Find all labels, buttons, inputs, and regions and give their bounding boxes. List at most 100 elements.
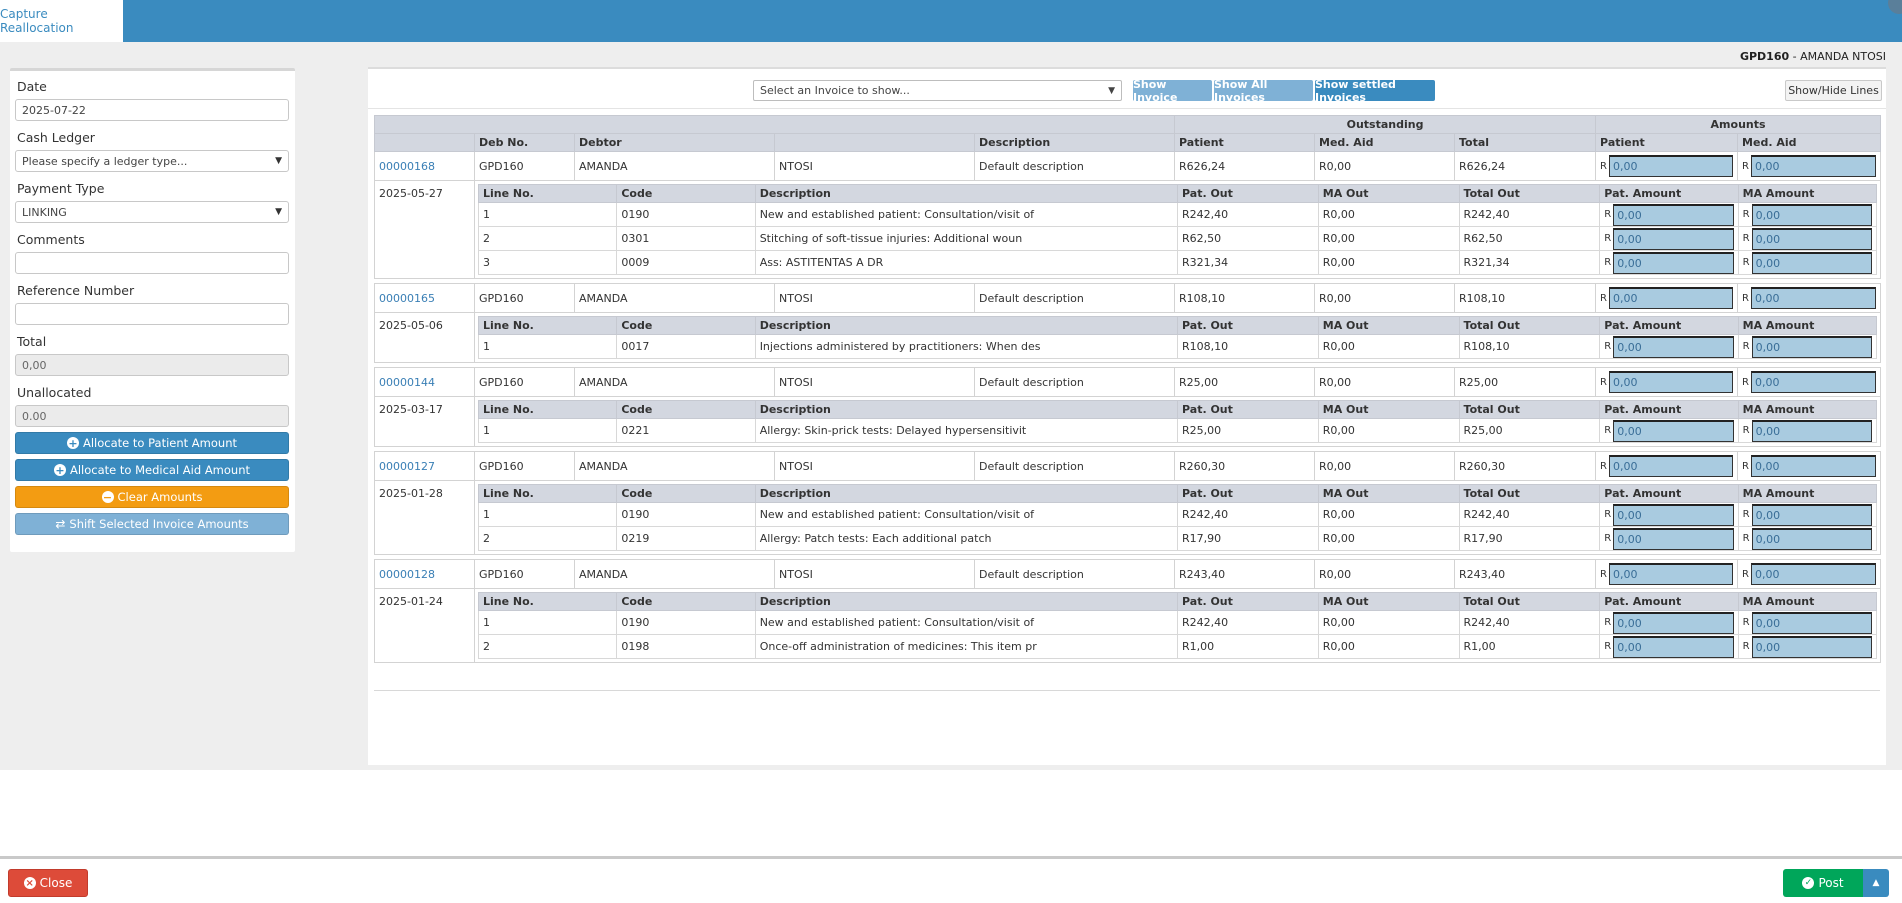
- line-total-out: R62,50: [1458, 226, 1601, 251]
- line-pat-amount-input[interactable]: 0,00: [1613, 251, 1734, 274]
- med-aid-amount-input[interactable]: 0,00: [1751, 455, 1877, 477]
- line-pat-amount-input[interactable]: 0,00: [1613, 611, 1734, 634]
- clear-amounts-button[interactable]: − Clear Amounts: [15, 486, 289, 508]
- check-circle-icon: ✓: [1802, 877, 1815, 889]
- allocate-medical-aid-button[interactable]: + Allocate to Medical Aid Amount: [15, 459, 289, 481]
- post-button[interactable]: ✓ Post: [1783, 869, 1863, 897]
- patient-amount-input[interactable]: 0,00: [1609, 563, 1734, 585]
- patient-amount-input[interactable]: 0,00: [1609, 155, 1734, 177]
- payment-type-select[interactable]: LINKING ▼: [15, 201, 289, 223]
- group-header-blank: [373, 115, 1176, 134]
- line-ma-amount-input-wrap: R 0,00: [1743, 203, 1873, 226]
- line-code: 0219: [616, 526, 756, 551]
- line-description: Ass: ASTITENTAS A DR: [754, 250, 1179, 275]
- lines-header-pat-out: Pat. Out: [1177, 592, 1319, 611]
- show-invoice-button[interactable]: Show Invoice: [1133, 78, 1212, 104]
- patient-amount-cell: R 0,00: [1595, 367, 1739, 397]
- invoice-line-row: 2 0198 Once-off administration of medicine…: [477, 634, 1878, 659]
- line-ma-amount-input[interactable]: 0,00: [1751, 203, 1873, 226]
- line-ma-amount-input[interactable]: 0,00: [1751, 611, 1873, 634]
- invoice-number-link[interactable]: 00000165: [374, 283, 475, 313]
- show-settled-invoices-button[interactable]: Show settled Invoices: [1315, 78, 1435, 104]
- invoice-spacer: [374, 362, 1881, 368]
- med-aid-amount-input[interactable]: 0,00: [1751, 563, 1877, 585]
- invoice-number-link[interactable]: 00000127: [374, 451, 475, 481]
- line-pat-amount-input[interactable]: 0,00: [1613, 203, 1734, 226]
- tab-capture-reallocation[interactable]: Capture Reallocation: [0, 0, 123, 42]
- patient-amount-input[interactable]: 0,00: [1609, 455, 1734, 477]
- patient-amount-input-wrap: R 0,00: [1600, 371, 1734, 393]
- line-ma-amount-input[interactable]: 0,00: [1751, 419, 1873, 442]
- allocate-patient-label: Allocate to Patient Amount: [83, 436, 237, 450]
- invoice-number-link[interactable]: 00000128: [374, 559, 475, 589]
- line-number: 2: [477, 526, 618, 551]
- currency-symbol: R: [1604, 341, 1612, 352]
- patient-amount-input[interactable]: 0,00: [1609, 287, 1734, 309]
- line-ma-amount-input[interactable]: 0,00: [1751, 635, 1873, 658]
- outstanding-total: R25,00: [1454, 367, 1597, 397]
- currency-symbol: R: [1742, 376, 1749, 388]
- med-aid-amount-input[interactable]: 0,00: [1751, 371, 1877, 393]
- reference-number-field[interactable]: [15, 303, 289, 325]
- comments-field[interactable]: [15, 252, 289, 274]
- cash-ledger-select[interactable]: Please specify a ledger type... ▼: [15, 150, 289, 172]
- lines-header-description: Description: [754, 316, 1179, 335]
- line-pat-amount-input[interactable]: 0,00: [1613, 635, 1734, 658]
- show-all-invoices-button[interactable]: Show All Invoices: [1214, 78, 1313, 104]
- debtor-last-name: NTOSI: [774, 559, 975, 589]
- invoice-spacer: [374, 554, 1881, 560]
- med-aid-amount-input-wrap: R 0,00: [1742, 455, 1877, 477]
- post-options-toggle[interactable]: ▲: [1863, 869, 1889, 897]
- line-ma-amount-input[interactable]: 0,00: [1751, 527, 1873, 550]
- currency-symbol: R: [1604, 425, 1612, 436]
- med-aid-amount-input[interactable]: 0,00: [1751, 287, 1877, 309]
- invoice-lines-row: 2025-01-24 Line No. Code Description Pat. Ou…: [374, 588, 1882, 663]
- date-label: Date: [17, 79, 47, 94]
- invoice-number-link[interactable]: 00000144: [374, 367, 475, 397]
- close-button[interactable]: × Close: [8, 869, 88, 897]
- spacer-cell: [374, 278, 1881, 284]
- line-pat-amount-input-wrap: R 0,00: [1604, 635, 1734, 658]
- date-field[interactable]: 2025-07-22: [15, 99, 289, 121]
- invoice-row: 00000128 GPD160 AMANDA NTOSI Default descrip…: [374, 559, 1882, 589]
- currency-symbol: R: [1742, 257, 1750, 268]
- lines-header-description: Description: [754, 592, 1179, 611]
- currency-symbol: R: [1604, 257, 1612, 268]
- table-bottom-rule: [374, 690, 1880, 691]
- line-ma-amount-input[interactable]: 0,00: [1751, 503, 1873, 526]
- line-pat-amount-input[interactable]: 0,00: [1613, 227, 1734, 250]
- line-pat-amount-cell: R 0,00: [1599, 418, 1739, 443]
- line-pat-amount-cell: R 0,00: [1599, 334, 1739, 359]
- line-pat-amount-input[interactable]: 0,00: [1613, 335, 1734, 358]
- invoice-lines-row: 2025-03-17 Line No. Code Description Pat. Ou…: [374, 396, 1882, 447]
- line-ma-amount-input[interactable]: 0,00: [1751, 251, 1873, 274]
- show-hide-lines-button[interactable]: Show/Hide Lines: [1785, 80, 1882, 101]
- invoice-number-link[interactable]: 00000168: [374, 151, 475, 181]
- minus-circle-icon: −: [101, 490, 114, 504]
- allocate-patient-button[interactable]: + Allocate to Patient Amount: [15, 432, 289, 454]
- line-ma-amount-input-wrap: R 0,00: [1743, 635, 1873, 658]
- patient-amount-cell: R 0,00: [1595, 451, 1739, 481]
- line-pat-amount-input[interactable]: 0,00: [1613, 419, 1734, 442]
- line-pat-amount-cell: R 0,00: [1599, 226, 1739, 251]
- currency-symbol: R: [1604, 209, 1612, 220]
- med-aid-amount-input[interactable]: 0,00: [1751, 155, 1877, 177]
- allocation-form: Date 2025-07-22 Cash Ledger Please speci…: [10, 68, 295, 552]
- patient-amount-input-wrap: R 0,00: [1600, 287, 1734, 309]
- invoice-spacer: [374, 446, 1881, 452]
- outstanding-patient: R626,24: [1174, 151, 1316, 181]
- line-pat-amount-input-wrap: R 0,00: [1604, 251, 1734, 274]
- line-ma-amount-input[interactable]: 0,00: [1751, 227, 1873, 250]
- exchange-icon: ⇄: [55, 517, 66, 531]
- line-ma-amount-input[interactable]: 0,00: [1751, 335, 1873, 358]
- line-pat-amount-input-wrap: R 0,00: [1604, 419, 1734, 442]
- patient-amount-input[interactable]: 0,00: [1609, 371, 1734, 393]
- invoices-panel: Select an Invoice to show... ▼ Show Invoi…: [368, 67, 1886, 765]
- line-pat-amount-input[interactable]: 0,00: [1613, 527, 1734, 550]
- line-number: 1: [477, 418, 618, 443]
- lines-header-row: Line No. Code Description Pat. Out MA Out Tot…: [477, 184, 1878, 203]
- outstanding-total: R243,40: [1454, 559, 1597, 589]
- line-pat-amount-input[interactable]: 0,00: [1613, 503, 1734, 526]
- invoice-select[interactable]: Select an Invoice to show... ▼: [753, 80, 1122, 101]
- shift-amounts-button[interactable]: ⇄ Shift Selected Invoice Amounts: [15, 513, 289, 535]
